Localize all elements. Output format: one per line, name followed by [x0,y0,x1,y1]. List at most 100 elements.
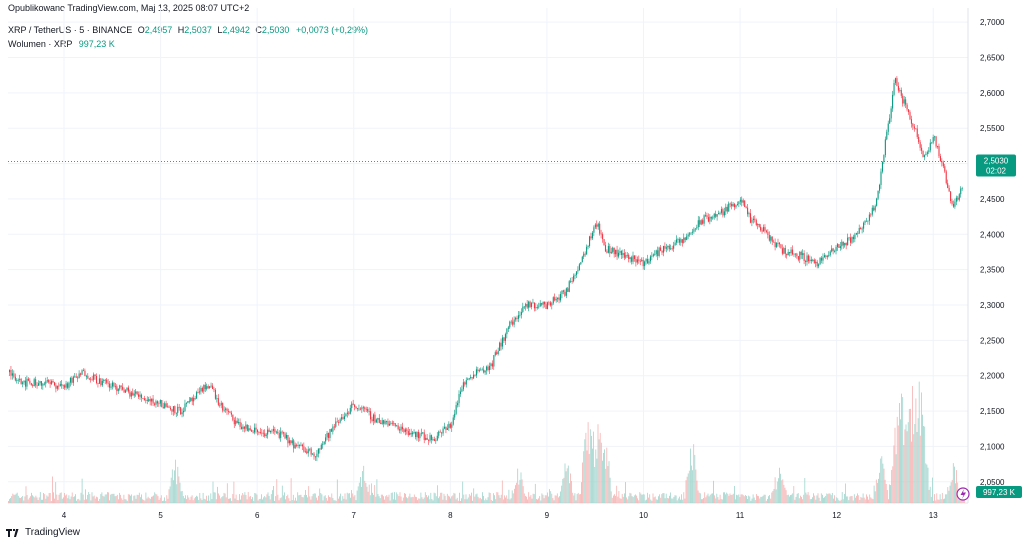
candle-body [275,431,277,433]
last-price-badge-bg [976,154,1016,177]
candle-body [560,294,562,301]
volume-bar [127,494,129,503]
volume-bar [669,495,670,503]
volume-bar [477,496,479,503]
candle-body [583,253,585,257]
candle-body [564,291,566,296]
candle-body [832,248,834,252]
candle-body [459,391,462,395]
volume-bar [389,500,391,503]
candle-body [558,297,560,301]
volume-bar [947,487,949,503]
volume-bar [925,463,927,503]
volume-bar [844,493,845,503]
candle-body [423,432,425,440]
volume-bar [83,499,85,503]
candle-body [867,220,869,222]
volume-label[interactable]: Wolumen · XRP [8,39,73,49]
volume-bar [679,496,680,503]
candle-body [551,303,553,306]
candle-body [294,444,296,449]
candle-body [204,384,206,390]
candle-body [233,419,235,425]
candle-body [359,408,361,410]
candle-body [699,220,701,225]
volume-bar [739,497,741,503]
lightning-event-icon[interactable] [956,487,970,501]
volume-bar [492,500,493,503]
volume-bar [855,497,856,503]
volume-bar [895,454,897,503]
volume-bar [628,496,630,503]
volume-bar [625,482,626,503]
volume-bar [885,483,887,503]
volume-bar [716,493,718,503]
volume-bar [730,494,732,503]
volume-bar [580,494,581,503]
volume-bar [31,492,32,503]
candle-body [264,433,266,437]
candle-body [42,383,44,386]
candle-body [412,432,414,435]
volume-bar [16,492,18,503]
y-tick-label: 2,1000 [980,442,1005,451]
volume-bar [809,499,811,503]
candle-body [622,252,624,256]
volume-bar [647,492,648,503]
candle-body [116,386,118,392]
volume-bar [609,477,611,503]
volume-bar [661,494,663,503]
candle-body [101,381,103,386]
volume-bar [606,447,608,503]
candle-body [458,394,460,404]
candle-body [836,244,839,248]
volume-bar [79,500,81,503]
volume-bar [949,485,951,503]
volume-bar [862,493,864,503]
volume-bar [691,465,692,503]
candle-body [874,205,876,211]
candle-body [339,419,341,423]
candle-body [100,378,102,386]
volume-bar [916,431,918,503]
volume-bar [190,496,192,503]
candle-body [154,403,156,405]
volume-bar [262,499,263,503]
tradingview-footer[interactable]: TradingView [6,527,80,538]
candle-body [742,200,744,203]
candle-body [790,249,792,254]
candle-body [326,433,328,438]
candle-body [461,389,463,392]
candle-body [912,123,914,127]
symbol-label[interactable]: XRP / TetherUS · 5 · BINANCE [8,25,133,35]
volume-bar [323,496,325,503]
volume-bar [354,495,356,503]
volume-bar [736,494,737,503]
volume-bar [339,496,340,503]
candle-body [552,297,554,304]
candle-body [573,275,575,282]
candle-body [728,203,730,212]
candle-body [562,290,564,292]
volume-bar [225,497,227,503]
volume-bar [303,494,305,503]
volume-bar [25,486,27,503]
volume-bar [24,496,26,503]
volume-bar [170,477,172,503]
candle-body [905,99,907,105]
volume-bar [368,484,370,503]
volume-bar [680,499,681,503]
volume-bar [301,496,303,503]
volume-bar [776,481,778,503]
volume-bar [181,491,183,503]
volume-bar [448,495,449,503]
candle-body [126,387,128,391]
candle-body [191,397,193,402]
candle-body [251,429,253,432]
candle-body [132,392,134,396]
volume-bar [939,494,941,503]
candle-body [209,386,211,389]
volume-bar [798,498,800,503]
volume-bar [873,485,875,503]
